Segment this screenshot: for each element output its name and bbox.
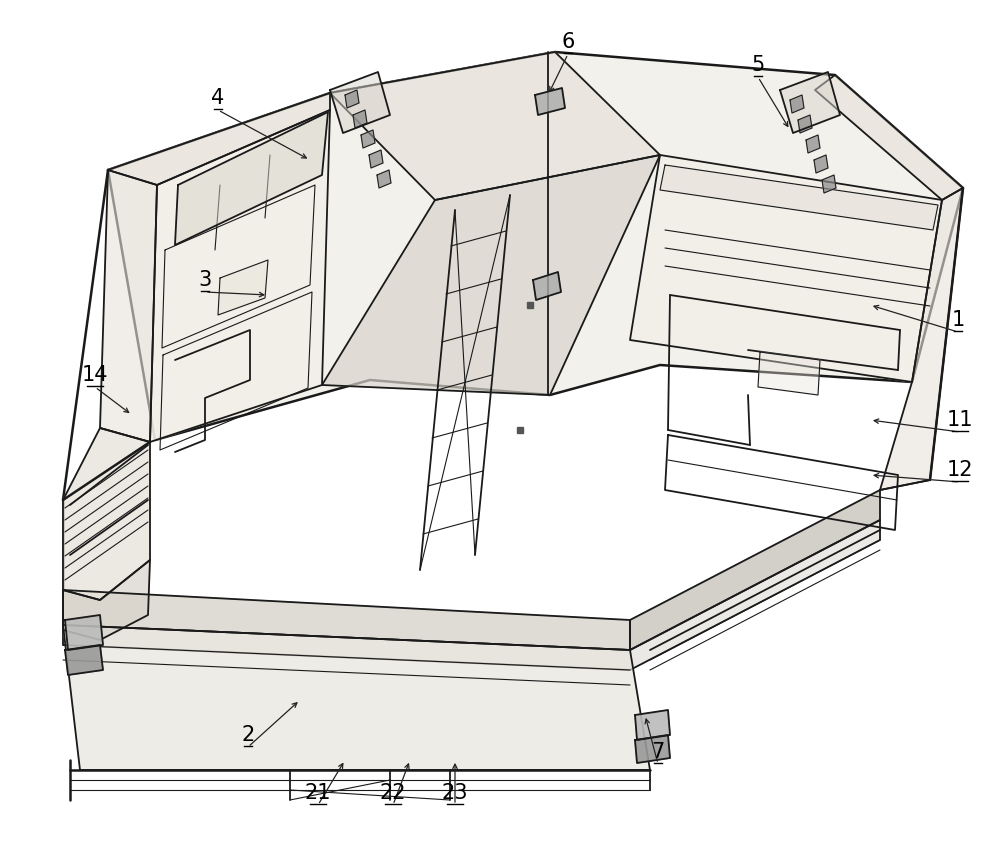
Polygon shape [630, 155, 942, 382]
Polygon shape [330, 72, 390, 133]
Polygon shape [377, 170, 391, 188]
Text: 2: 2 [241, 725, 255, 745]
Polygon shape [330, 52, 660, 200]
Polygon shape [108, 93, 330, 185]
Polygon shape [790, 95, 804, 113]
Polygon shape [630, 490, 880, 650]
Polygon shape [345, 90, 359, 108]
Text: 5: 5 [751, 55, 765, 75]
Polygon shape [814, 155, 828, 173]
Text: 3: 3 [198, 270, 212, 290]
Polygon shape [150, 110, 330, 442]
Polygon shape [100, 170, 157, 442]
Polygon shape [63, 428, 150, 600]
Polygon shape [806, 135, 820, 153]
Text: 22: 22 [380, 783, 406, 803]
Polygon shape [758, 352, 820, 395]
Polygon shape [815, 75, 963, 200]
Polygon shape [533, 272, 561, 300]
Polygon shape [353, 110, 367, 128]
Polygon shape [369, 150, 383, 168]
Polygon shape [63, 520, 880, 670]
Polygon shape [65, 615, 103, 650]
Text: 12: 12 [947, 460, 973, 480]
Polygon shape [798, 115, 812, 133]
Polygon shape [880, 188, 963, 490]
Text: 6: 6 [561, 32, 575, 52]
Polygon shape [218, 260, 268, 315]
Polygon shape [65, 645, 103, 675]
Polygon shape [780, 72, 840, 133]
Polygon shape [635, 710, 670, 740]
Text: 4: 4 [211, 88, 225, 108]
Text: 21: 21 [305, 783, 331, 803]
Polygon shape [660, 165, 938, 230]
Polygon shape [63, 560, 150, 640]
Polygon shape [361, 130, 375, 148]
Polygon shape [63, 625, 650, 770]
Polygon shape [822, 175, 836, 193]
Text: 11: 11 [947, 410, 973, 430]
Polygon shape [322, 155, 660, 395]
Text: 14: 14 [82, 365, 108, 385]
Text: 23: 23 [442, 783, 468, 803]
Polygon shape [175, 112, 328, 245]
Polygon shape [63, 590, 630, 650]
Polygon shape [635, 735, 670, 763]
Polygon shape [535, 88, 565, 115]
Polygon shape [108, 52, 963, 440]
Text: 7: 7 [651, 742, 665, 762]
Text: 1: 1 [951, 310, 965, 330]
